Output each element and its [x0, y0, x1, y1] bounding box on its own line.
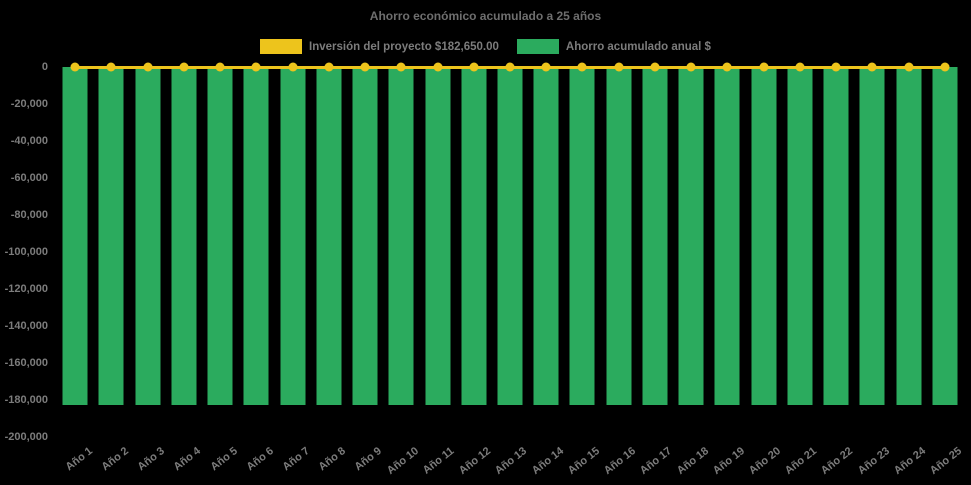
x-axis-label: Año 1 [63, 445, 95, 474]
legend-label-investment: Inversión del proyecto $182,650.00 [309, 40, 499, 53]
x-axis-label: Año 2 [99, 445, 131, 474]
investment-line-marker [795, 62, 805, 72]
bar [243, 67, 269, 405]
investment-line-marker [70, 62, 80, 72]
bar [62, 67, 88, 405]
investment-line-marker [577, 62, 587, 72]
savings-swatch [516, 39, 559, 54]
x-axis-label: Año 15 [565, 445, 602, 478]
legend: Inversión del proyecto $182,650.00 Ahorr… [0, 39, 971, 54]
x-axis-label: Año 22 [819, 445, 856, 478]
bar [606, 67, 632, 405]
investment-line-marker [324, 62, 334, 72]
bar [896, 67, 922, 405]
investment-line-marker [396, 62, 406, 72]
x-axis-label: Año 21 [783, 445, 820, 478]
bar [280, 67, 306, 405]
investment-line-marker [541, 62, 551, 72]
y-axis-tick-label: -120,000 [4, 283, 48, 295]
x-axis-label: Año 18 [674, 445, 711, 478]
x-axis-label: Año 7 [280, 445, 312, 474]
y-axis-tick-label: -40,000 [10, 135, 48, 147]
x-axis-label: Año 25 [927, 445, 965, 478]
investment-line-marker [143, 62, 153, 72]
investment-line-marker [433, 62, 443, 72]
x-axis-label: Año 17 [638, 445, 675, 478]
investment-line-marker [904, 62, 914, 72]
bar [98, 67, 124, 405]
investment-swatch [260, 39, 303, 54]
bar [207, 67, 233, 405]
bar [569, 67, 595, 405]
legend-label-savings: Ahorro acumulado anual $ [565, 40, 711, 53]
investment-line-marker [940, 62, 950, 72]
bar [425, 67, 451, 405]
x-axis-label: Año 13 [493, 445, 530, 478]
investment-line-marker [106, 62, 116, 72]
bar [388, 67, 414, 405]
investment-line-marker [360, 62, 370, 72]
bar [642, 67, 668, 405]
y-axis-tick-label: 0 [41, 61, 48, 73]
bar [787, 67, 813, 405]
y-axis-tick-label: -180,000 [4, 394, 48, 406]
x-axis-label: Año 12 [456, 445, 494, 478]
bar [171, 67, 197, 405]
x-axis-label: Año 4 [171, 445, 204, 474]
y-axis-tick-label: -140,000 [4, 320, 48, 332]
plot-area: 0 -20,000 -40,000 -60,000 -80,000 -100,000 -12… [5, 61, 965, 477]
bar [497, 67, 523, 405]
bar [932, 67, 958, 405]
x-axis-label: Año 9 [352, 445, 385, 474]
x-axis-label: Año 8 [316, 445, 349, 474]
bar [859, 67, 885, 405]
investment-line-marker [251, 62, 261, 72]
investment-line-marker [722, 62, 732, 72]
investment-line-marker [867, 62, 877, 72]
investment-line-marker [686, 62, 696, 72]
x-axis-label: Año 24 [891, 445, 929, 478]
x-axis-label: Año 5 [208, 445, 240, 474]
bar [751, 67, 777, 405]
x-axis-label: Año 23 [855, 445, 892, 478]
bar [135, 67, 161, 405]
y-axis-tick-label: -100,000 [4, 246, 48, 258]
bar [461, 67, 487, 405]
bar [352, 67, 378, 405]
x-axis-label: Año 11 [421, 445, 457, 477]
legend-item-savings: Ahorro acumulado anual $ [516, 39, 711, 54]
x-axis-label: Año 10 [384, 445, 421, 478]
investment-line-marker [179, 62, 189, 72]
investment-line-marker [505, 62, 515, 72]
investment-line-marker [614, 62, 624, 72]
x-axis-label: Año 14 [529, 445, 566, 478]
y-axis-tick-label: -80,000 [10, 209, 48, 221]
chart-title: Ahorro económico acumulado a 25 años [369, 9, 602, 23]
x-axis-label: Año 3 [135, 445, 167, 474]
investment-line-marker [759, 62, 769, 72]
investment-line-marker [469, 62, 479, 72]
y-axis-tick-label: -60,000 [10, 172, 48, 184]
bar [714, 67, 740, 405]
investment-line-marker [831, 62, 841, 72]
x-axis-label: Año 19 [710, 445, 747, 478]
bar [533, 67, 559, 405]
y-axis-tick-label: -160,000 [4, 357, 48, 369]
y-axis-tick-label: -20,000 [10, 98, 48, 110]
x-axis-label: Año 20 [746, 445, 784, 478]
bar [316, 67, 342, 405]
legend-item-investment: Inversión del proyecto $182,650.00 [260, 39, 499, 54]
investment-line-marker [215, 62, 225, 72]
bar [823, 67, 849, 405]
y-axis-tick-label: -200,000 [4, 431, 48, 443]
investment-line-marker [650, 62, 660, 72]
x-axis-label: Año 16 [601, 445, 639, 478]
investment-line-marker [288, 62, 298, 72]
x-axis-label: Año 6 [244, 445, 276, 474]
bar [678, 67, 704, 405]
